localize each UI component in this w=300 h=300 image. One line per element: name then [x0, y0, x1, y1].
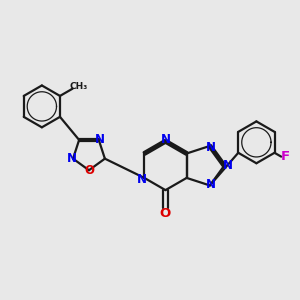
Text: N: N — [206, 141, 216, 154]
Text: N: N — [67, 152, 77, 165]
Text: N: N — [223, 159, 233, 172]
Text: CH₃: CH₃ — [70, 82, 88, 91]
Text: O: O — [160, 207, 171, 220]
Text: O: O — [84, 164, 94, 177]
Text: N: N — [137, 173, 147, 186]
Text: F: F — [281, 150, 290, 163]
Text: N: N — [94, 133, 104, 146]
Text: N: N — [161, 134, 171, 146]
Text: N: N — [206, 178, 216, 190]
